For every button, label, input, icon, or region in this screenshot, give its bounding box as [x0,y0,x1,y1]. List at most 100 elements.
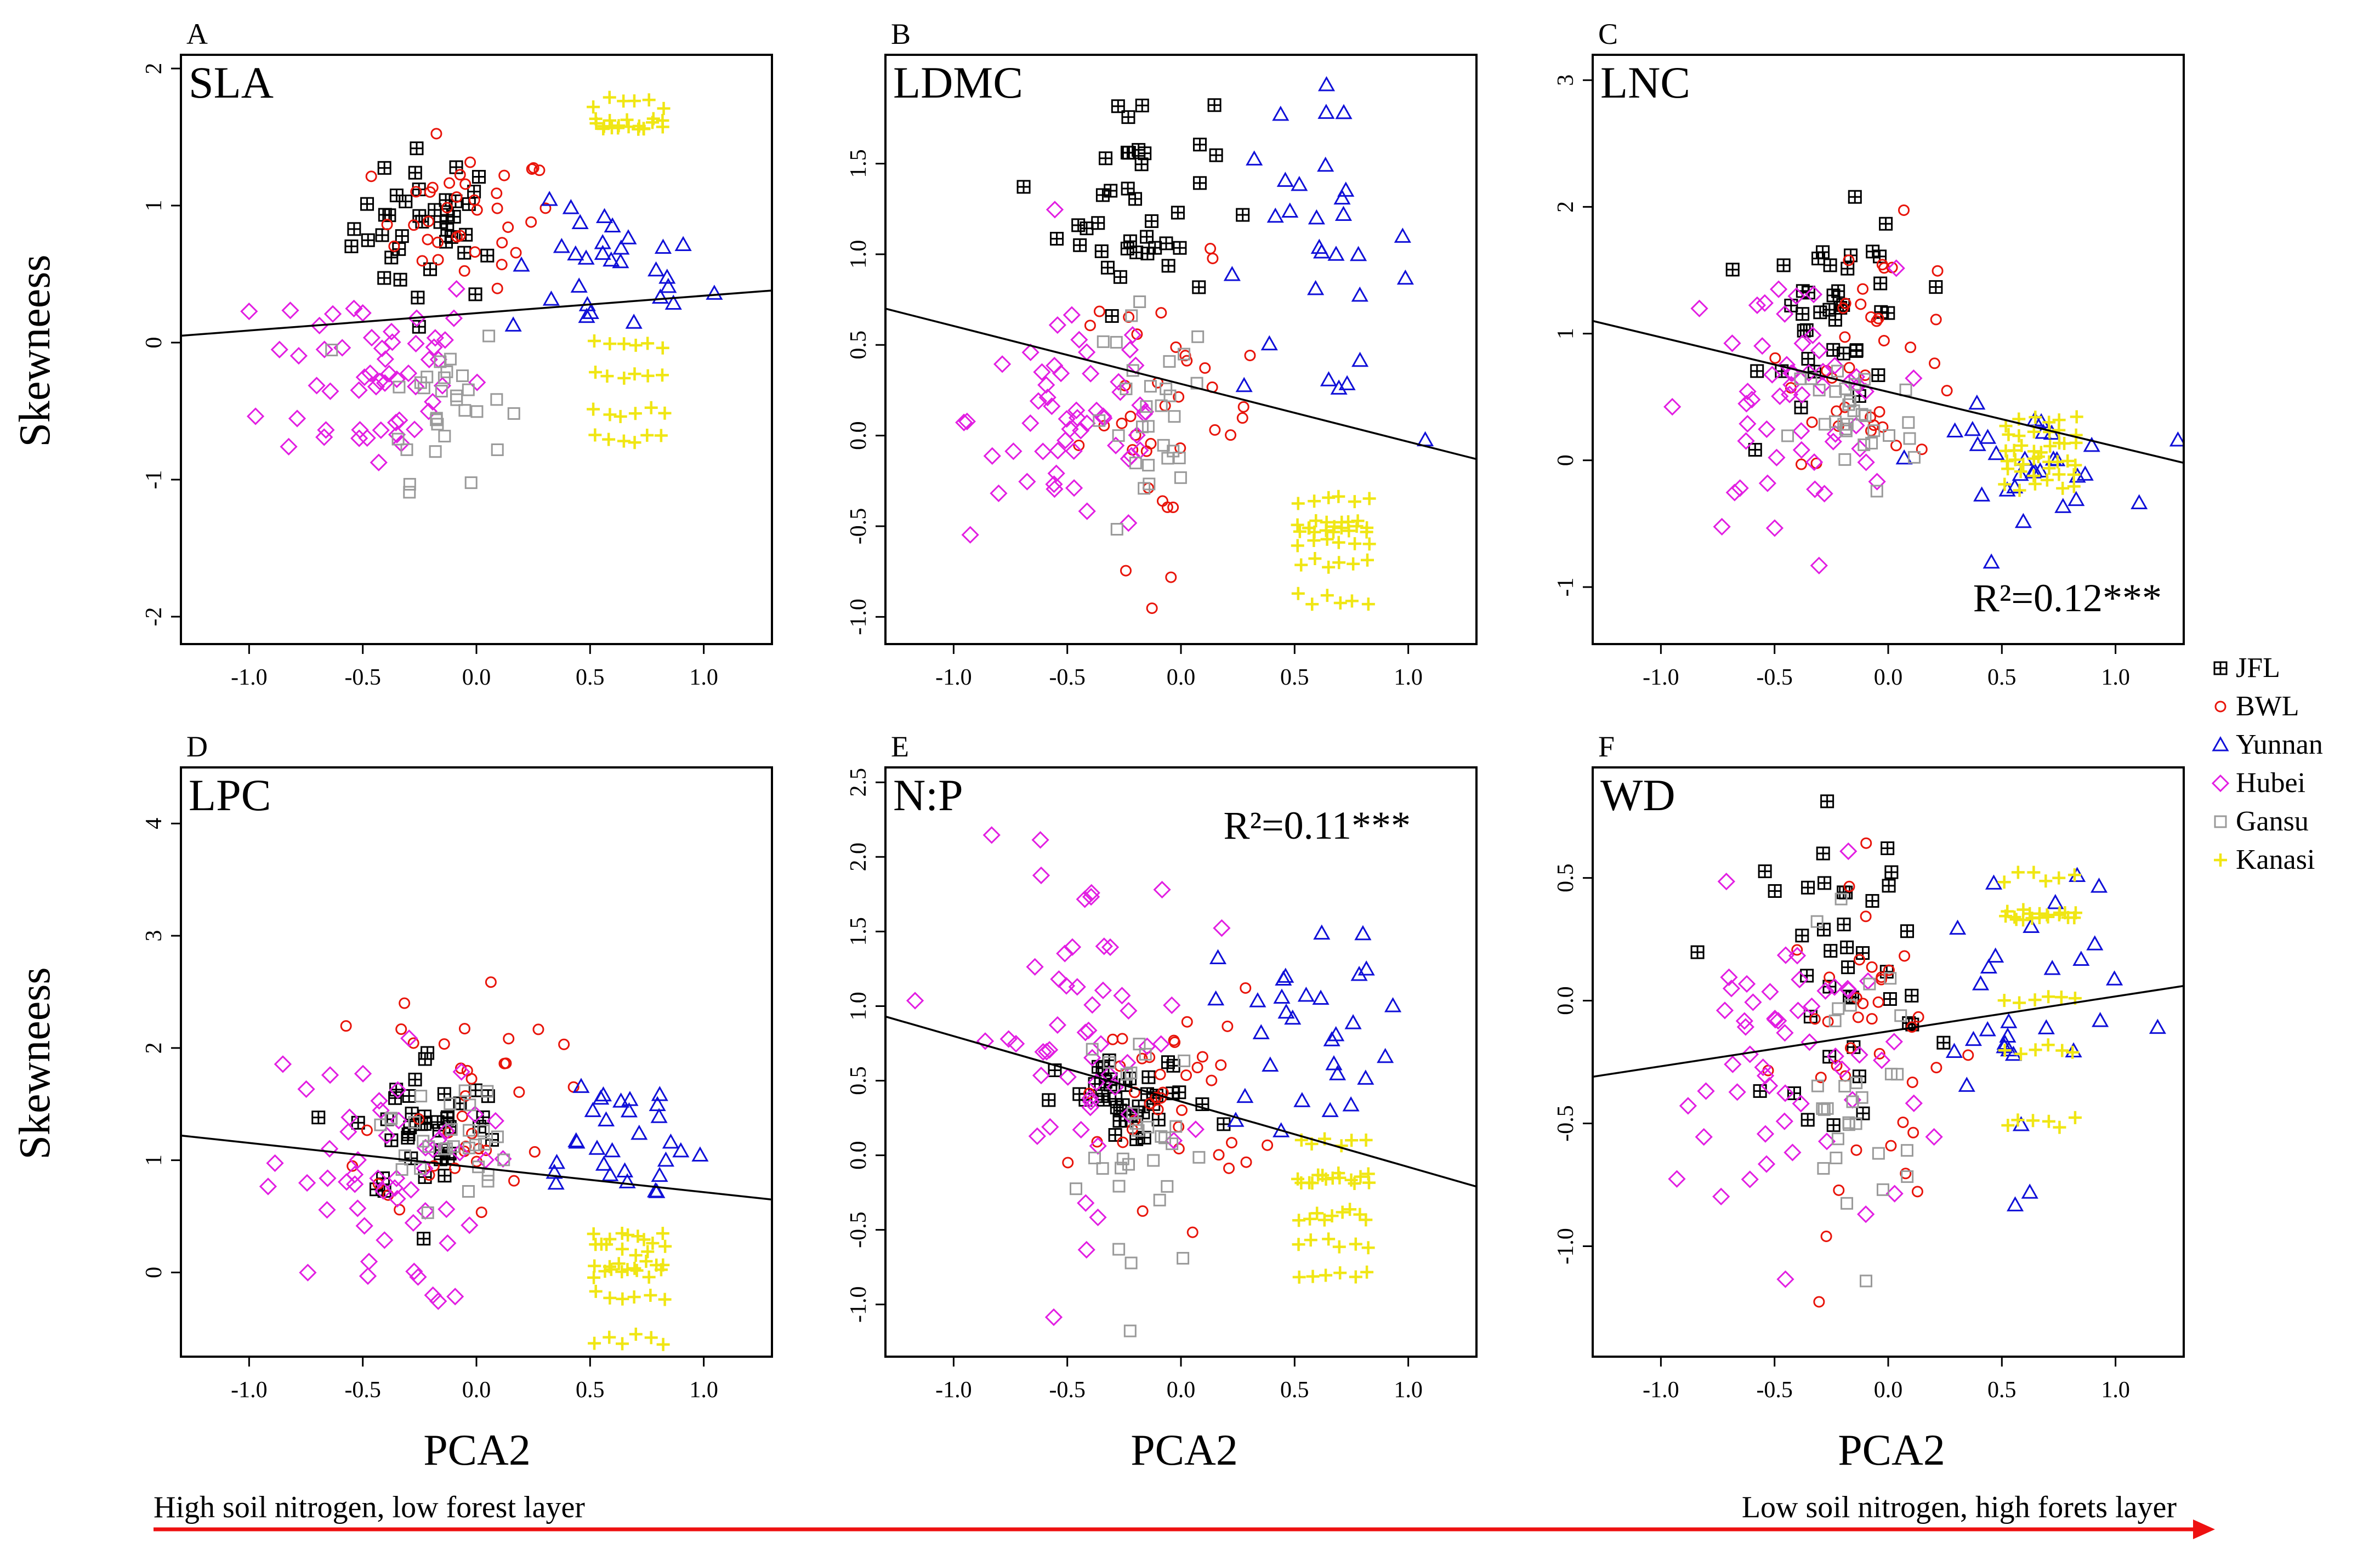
point-hubei [1756,1125,1775,1143]
x-tick-label: -1.0 [231,1377,268,1403]
y-tick-label: 2 [1553,201,1578,213]
point-bwl [1843,880,1855,892]
y-tick-label: 0 [141,1267,167,1278]
point-jfl [377,271,391,285]
point-bwl [444,177,456,189]
point-yunnan [651,1086,668,1101]
point-kanasi [2053,1120,2066,1134]
point-jfl [1826,1118,1841,1132]
point-kanasi [1361,597,1375,611]
point-hubei [310,316,328,335]
gradient-left-label: High soil nitrogen, low forest layer [154,1490,585,1524]
point-bwl [1929,357,1941,369]
point-kanasi [2013,996,2026,1010]
point-hubei [426,329,444,347]
point-hubei [486,1112,504,1130]
legend-label-jfl: JFL [2236,652,2280,684]
point-gansu [1129,1117,1143,1130]
point-kanasi [1348,1177,1361,1191]
point-yunnan [2086,935,2104,950]
point-kanasi [2042,990,2055,1004]
point-kanasi [1292,1270,1306,1284]
point-hubei [388,1189,406,1208]
point-gansu [1781,429,1794,442]
legend-label-yunnan: Yunnan [2236,729,2323,760]
point-jfl [440,223,455,237]
point-jfl [472,170,486,184]
point-yunnan [2083,436,2100,452]
point-hubei [1067,401,1086,419]
point-gansu [440,365,453,378]
point-jfl [1171,206,1185,220]
point-kanasi [640,429,654,442]
point-hubei [1737,432,1755,450]
x-tick-label: -1.0 [1643,665,1679,690]
point-kanasi [1997,875,2011,889]
point-hubei [436,331,454,349]
point-kanasi [1320,515,1333,529]
point-hubei [982,826,1001,844]
point-hubei [1735,1012,1753,1030]
point-yunnan [1337,181,1355,197]
point-kanasi [641,337,655,350]
point-kanasi [631,1229,645,1243]
point-yunnan [1987,445,2005,460]
x-tick-label: 0.0 [462,1377,491,1403]
point-kanasi [600,1238,614,1251]
point-gansu [393,380,406,394]
point-kanasi [603,1291,617,1305]
point-hubei [1080,1021,1098,1039]
point-gansu [1844,999,1857,1012]
point-bwl [1932,265,1944,277]
point-gansu [445,1123,458,1136]
point-gansu [325,343,338,356]
panel-frame [180,54,773,645]
point-jfl [1209,148,1223,162]
point-hubei [1110,373,1128,391]
point-bwl [1852,1011,1864,1023]
point-hubei [1059,1068,1077,1086]
point-yunnan [1384,997,1402,1012]
point-bwl [513,1086,525,1098]
point-jfl [1865,894,1879,908]
point-kanasi [2069,458,2082,472]
point-hubei [1737,975,1756,993]
point-hubei [1769,280,1788,298]
point-bwl [381,219,393,231]
point-hubei [1768,448,1786,466]
point-hubei [1885,1033,1903,1051]
point-hubei [371,372,389,391]
point-bwl [1813,1296,1825,1308]
point-kanasi [1334,521,1348,535]
point-hubei [439,1234,457,1253]
point-kanasi [603,337,617,351]
point-jfl [1132,143,1146,157]
point-hubei [993,355,1012,373]
point-gansu [1849,1117,1862,1130]
point-jfl [1161,259,1175,273]
point-hubei [318,1201,336,1219]
point-yunnan [1223,266,1241,281]
point-bwl [1123,311,1135,323]
point-hubei [1885,1185,1904,1203]
x-tick-label: 1.0 [2101,1377,2130,1403]
point-bwl [464,156,476,168]
point-gansu [497,1153,510,1166]
point-bwl [1237,401,1249,413]
point-kanasi [1308,494,1321,508]
x-tick-label: 0.5 [1280,665,1309,690]
point-kanasi [2001,462,2015,476]
point-gansu [1900,1144,1913,1157]
point-bwl [1899,950,1911,962]
point-bwl [1916,443,1928,456]
point-jfl [1823,258,1837,272]
point-jfl [1750,364,1764,378]
x-tick-label: 1.0 [1394,1377,1423,1403]
x-tick-label: 1.0 [689,1377,718,1403]
point-yunnan [1354,925,1372,941]
point-hubei [1739,383,1757,401]
point-bwl [1173,391,1185,403]
point-hubei [1777,356,1796,374]
point-hubei [1034,1043,1052,1061]
point-hubei [1076,890,1094,908]
